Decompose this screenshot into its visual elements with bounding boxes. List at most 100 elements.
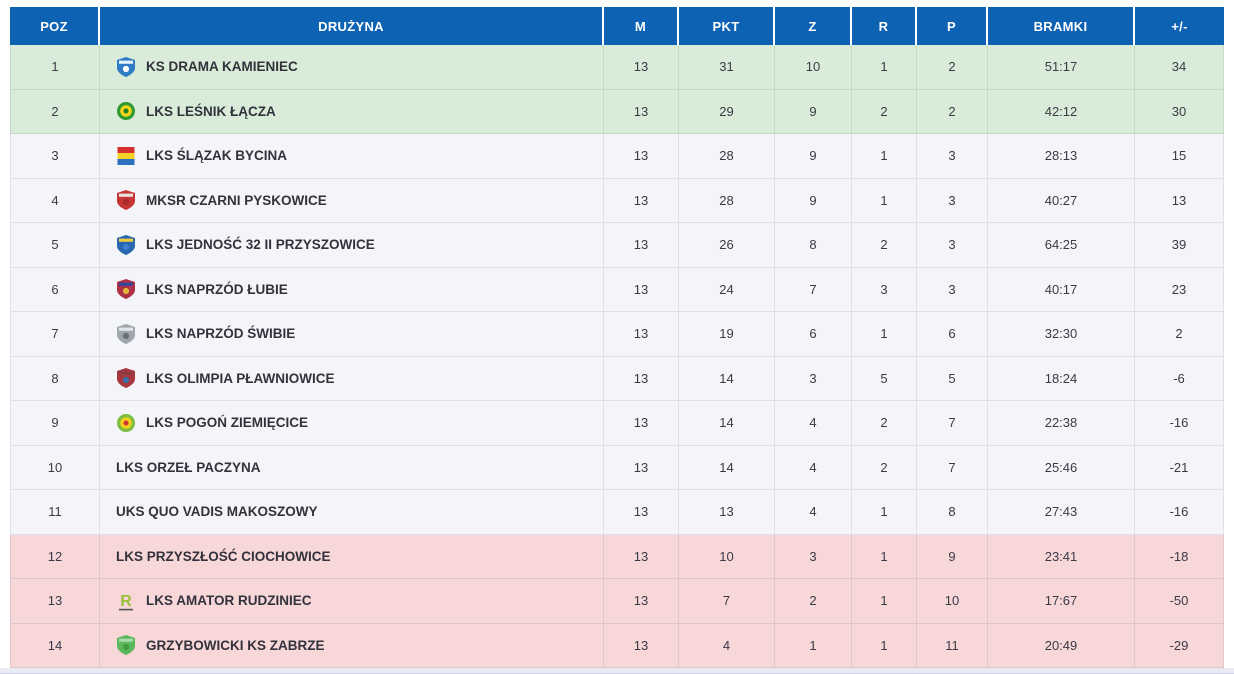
team-name: LKS LEŚNIK ŁĄCZA [146, 103, 276, 119]
position-cell: 10 [10, 445, 100, 490]
svg-text:R: R [120, 593, 132, 610]
position-cell: 13 [10, 579, 100, 624]
points-cell: 31 [679, 45, 775, 90]
position-cell: 9 [10, 401, 100, 446]
position-cell: 2 [10, 89, 100, 134]
losses-cell: 7 [917, 445, 988, 490]
team-cell: LKS ŚLĄZAK BYCINA [100, 134, 604, 179]
draws-cell: 2 [852, 401, 917, 446]
table-row[interactable]: 7 LKS NAPRZÓD ŚWIBIE 13 19 6 1 6 32:30 2 [10, 312, 1224, 357]
goal-diff-cell: 23 [1135, 267, 1224, 312]
team-cell: LKS NAPRZÓD ŚWIBIE [100, 312, 604, 357]
goal-diff-cell: 30 [1135, 89, 1224, 134]
team-name: LKS POGOŃ ZIEMIĘCICE [146, 415, 309, 431]
losses-cell: 2 [917, 45, 988, 90]
goal-diff-cell: 15 [1135, 134, 1224, 179]
team-name: LKS JEDNOŚĆ 32 II PRZYSZOWICE [146, 237, 375, 253]
table-row[interactable]: 9 LKS POGOŃ ZIEMIĘCICE 13 14 4 2 7 22:38 -16 [10, 401, 1224, 446]
wins-cell: 9 [775, 178, 852, 223]
team-crest-icon [117, 279, 135, 300]
goals-cell: 51:17 [988, 45, 1135, 90]
goal-diff-cell: -50 [1135, 579, 1224, 624]
team-crest-icon [117, 56, 135, 77]
goals-cell: 23:41 [988, 534, 1135, 579]
points-cell: 24 [679, 267, 775, 312]
points-cell: 14 [679, 356, 775, 401]
column-header-team: DRUŻYNA [100, 7, 604, 45]
team-crest-icon [117, 323, 135, 344]
goal-diff-cell: -18 [1135, 534, 1224, 579]
team-cell: UKS QUO VADIS MAKOSZOWY [100, 490, 604, 535]
points-cell: 14 [679, 401, 775, 446]
table-row[interactable]: 11 UKS QUO VADIS MAKOSZOWY 13 13 4 1 8 27:43 -16 [10, 490, 1224, 535]
wins-cell: 4 [775, 401, 852, 446]
position-cell: 1 [10, 45, 100, 90]
table-row[interactable]: 12 LKS PRZYSZŁOŚĆ CIOCHOWICE 13 10 3 1 9 23:41-… [10, 534, 1224, 579]
position-cell: 3 [10, 134, 100, 179]
points-cell: 14 [679, 445, 775, 490]
goals-cell: 20:49 [988, 623, 1135, 668]
wins-cell: 10 [775, 45, 852, 90]
team-name: UKS QUO VADIS MAKOSZOWY [116, 504, 318, 520]
matches-cell: 13 [604, 89, 679, 134]
table-row[interactable]: 2 LKS LEŚNIK ŁĄCZA 13 29 9 2 2 42:12 30 [10, 89, 1224, 134]
column-header-matches: M [604, 7, 679, 45]
team-name: LKS OLIMPIA PŁAWNIOWICE [146, 370, 335, 386]
table-row[interactable]: 4 MKSR CZARNI PYSKOWICE 13 28 9 1 3 40:27 13 [10, 178, 1224, 223]
table-row[interactable]: 10 LKS ORZEŁ PACZYNA 13 14 4 2 7 25:46 -21 [10, 445, 1224, 490]
draws-cell: 1 [852, 490, 917, 535]
table-row[interactable]: 5 LKS JEDNOŚĆ 32 II PRZYSZOWICE 13 26 8 2 3 64:… [10, 223, 1224, 268]
draws-cell: 1 [852, 312, 917, 357]
team-crest-icon: R [119, 593, 133, 611]
table-row[interactable]: 13 R LKS AMATOR RUDZINIEC 13 7 2 1 10 17:67 -50 [10, 579, 1224, 624]
position-cell: 8 [10, 356, 100, 401]
goal-diff-cell: -16 [1135, 401, 1224, 446]
goals-cell: 40:27 [988, 178, 1135, 223]
goal-diff-cell: 2 [1135, 312, 1224, 357]
draws-cell: 2 [852, 89, 917, 134]
team-cell: MKSR CZARNI PYSKOWICE [100, 178, 604, 223]
position-cell: 14 [10, 623, 100, 668]
points-cell: 7 [679, 579, 775, 624]
wins-cell: 9 [775, 89, 852, 134]
position-cell: 5 [10, 223, 100, 268]
team-name: LKS AMATOR RUDZINIEC [146, 593, 312, 609]
wins-cell: 1 [775, 623, 852, 668]
points-cell: 29 [679, 89, 775, 134]
draws-cell: 1 [852, 45, 917, 90]
losses-cell: 3 [917, 178, 988, 223]
losses-cell: 7 [917, 401, 988, 446]
matches-cell: 13 [604, 356, 679, 401]
column-header-goals: BRAMKI [988, 7, 1135, 45]
losses-cell: 6 [917, 312, 988, 357]
table-row[interactable]: 6 LKS NAPRZÓD ŁUBIE 13 24 7 3 3 40:17 23 [10, 267, 1224, 312]
goal-diff-cell: 39 [1135, 223, 1224, 268]
points-cell: 19 [679, 312, 775, 357]
points-cell: 4 [679, 623, 775, 668]
team-cell: LKS JEDNOŚĆ 32 II PRZYSZOWICE [100, 223, 604, 268]
team-name: KS DRAMA KAMIENIEC [146, 59, 298, 75]
standings-table: POZ DRUŻYNA M PKT Z R P BRAMKI +/- 1 KS D… [10, 7, 1224, 668]
wins-cell: 2 [775, 579, 852, 624]
team-crest-icon [117, 190, 135, 211]
team-cell: GRZYBOWICKI KS ZABRZE [100, 623, 604, 668]
wins-cell: 7 [775, 267, 852, 312]
position-cell: 6 [10, 267, 100, 312]
goals-cell: 64:25 [988, 223, 1135, 268]
wins-cell: 4 [775, 490, 852, 535]
column-header-wins: Z [775, 7, 852, 45]
matches-cell: 13 [604, 267, 679, 312]
goal-diff-cell: -16 [1135, 490, 1224, 535]
matches-cell: 13 [604, 312, 679, 357]
column-header-draws: R [852, 7, 917, 45]
wins-cell: 3 [775, 534, 852, 579]
table-body: 1 KS DRAMA KAMIENIEC 13 31 10 1 2 51:17 34 2 LKS L… [10, 45, 1224, 668]
position-cell: 12 [10, 534, 100, 579]
table-row[interactable]: 3 LKS ŚLĄZAK BYCINA 13 28 9 1 3 28:13 15 [10, 134, 1224, 179]
table-row[interactable]: 14 GRZYBOWICKI KS ZABRZE 13 4 1 1 11 20:49 -29 [10, 623, 1224, 668]
draws-cell: 2 [852, 445, 917, 490]
matches-cell: 13 [604, 534, 679, 579]
table-row[interactable]: 1 KS DRAMA KAMIENIEC 13 31 10 1 2 51:17 34 [10, 45, 1224, 90]
table-row[interactable]: 8 LKS OLIMPIA PŁAWNIOWICE 13 14 3 5 5 18:24 -6 [10, 356, 1224, 401]
team-crest-icon [117, 234, 135, 255]
